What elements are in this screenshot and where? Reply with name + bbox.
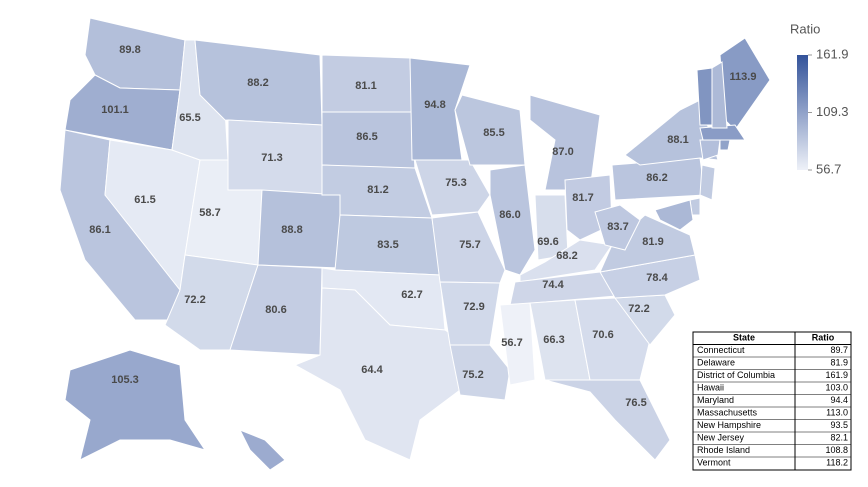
state xyxy=(594,204,641,251)
state-value-label: 81.9 xyxy=(642,236,663,248)
colorbar-tick-label: 161.9 xyxy=(816,46,849,61)
table-cell: Rhode Island xyxy=(697,445,750,455)
state-value-label: 87.0 xyxy=(552,146,573,158)
state xyxy=(409,57,471,161)
state-value-label: 78.4 xyxy=(646,272,668,284)
state xyxy=(414,159,491,216)
state xyxy=(454,94,526,166)
table-cell: New Jersey xyxy=(697,433,745,443)
table-cell: 81.9 xyxy=(830,358,848,368)
colorbar-tick-label: 109.3 xyxy=(816,104,849,119)
table-cell: Connecticut xyxy=(697,345,745,355)
table-cell: 94.4 xyxy=(830,395,848,405)
colorbar-tick-label: 56.7 xyxy=(816,161,841,176)
state-value-label: 101.1 xyxy=(101,104,129,116)
colorbar-title: Ratio xyxy=(790,21,820,36)
state-value-label: 75.3 xyxy=(445,177,466,189)
table-header: State xyxy=(733,333,755,343)
colorbar xyxy=(797,55,808,170)
state-value-label: 71.3 xyxy=(261,152,282,164)
state-value-label: 86.0 xyxy=(499,209,520,221)
state-value-label: 72.9 xyxy=(463,301,484,313)
state-value-label: 94.8 xyxy=(424,99,445,111)
state-value-label: 64.4 xyxy=(361,364,383,376)
state-value-label: 72.2 xyxy=(184,294,205,306)
table-cell: Vermont xyxy=(697,458,731,468)
table-cell: Delaware xyxy=(697,358,735,368)
state-value-label: 83.5 xyxy=(377,239,398,251)
table-cell: 118.2 xyxy=(826,458,848,468)
state-value-label: 86.5 xyxy=(356,131,377,143)
state xyxy=(719,139,731,151)
state xyxy=(544,379,671,461)
state-value-label: 86.1 xyxy=(89,224,110,236)
state xyxy=(499,302,536,386)
state-value-label: 72.2 xyxy=(628,303,649,315)
state-value-label: 81.7 xyxy=(572,192,593,204)
state-value-label: 88.8 xyxy=(281,224,302,236)
table-cell: 103.0 xyxy=(825,383,848,393)
table-cell: Massachusetts xyxy=(697,408,758,418)
state-value-label: 105.3 xyxy=(111,374,139,386)
table-cell: 113.0 xyxy=(826,408,848,418)
table-cell: 161.9 xyxy=(825,370,848,380)
table-cell: 93.5 xyxy=(830,420,848,430)
state-value-label: 74.4 xyxy=(542,279,564,291)
state-value-label: 81.1 xyxy=(355,80,376,92)
state-value-label: 69.6 xyxy=(537,236,558,248)
state-value-label: 88.2 xyxy=(247,77,268,89)
state-value-label: 83.7 xyxy=(607,221,628,233)
state-value-label: 81.2 xyxy=(367,184,388,196)
state-value-label: 68.2 xyxy=(556,250,577,262)
table-cell: 89.7 xyxy=(830,345,848,355)
state-value-label: 85.5 xyxy=(483,127,504,139)
state-value-label: 62.7 xyxy=(401,289,422,301)
state-value-label: 86.2 xyxy=(646,172,667,184)
state xyxy=(719,37,771,131)
state xyxy=(238,429,286,471)
table-cell: Hawaii xyxy=(697,383,724,393)
state-value-label: 80.6 xyxy=(265,304,286,316)
state-value-label: 70.6 xyxy=(592,329,613,341)
state-value-label: 76.5 xyxy=(625,397,646,409)
state-value-label: 113.9 xyxy=(730,71,757,83)
state-value-label: 65.5 xyxy=(179,112,200,124)
state-value-label: 89.8 xyxy=(119,44,140,56)
state-value-label: 75.7 xyxy=(459,239,480,251)
table-frame xyxy=(692,331,852,471)
state-value-label: 61.5 xyxy=(134,194,155,206)
state xyxy=(431,211,506,284)
table-cell: 82.1 xyxy=(830,433,848,443)
table-header: Ratio xyxy=(812,333,835,343)
state xyxy=(699,164,716,201)
table-cell: 108.8 xyxy=(825,445,848,455)
state xyxy=(696,67,713,126)
state-value-label: 66.3 xyxy=(543,334,564,346)
state-value-label: 75.2 xyxy=(462,369,483,381)
state xyxy=(624,99,719,166)
table-cell: Maryland xyxy=(697,395,734,405)
state xyxy=(654,199,694,231)
state xyxy=(293,287,461,461)
table-cell: New Hampshire xyxy=(697,420,761,430)
state xyxy=(449,344,511,401)
table-cell: District of Columbia xyxy=(697,370,775,380)
state xyxy=(529,94,601,191)
state-value-label: 58.7 xyxy=(199,207,220,219)
state-value-label: 56.7 xyxy=(501,337,522,349)
state xyxy=(439,281,501,346)
state-value-label: 88.1 xyxy=(667,134,688,146)
state xyxy=(64,349,207,461)
